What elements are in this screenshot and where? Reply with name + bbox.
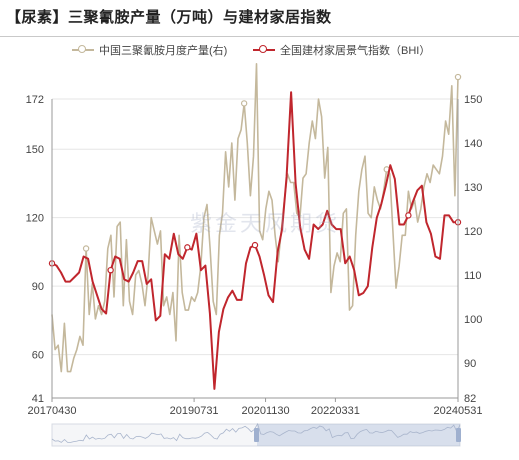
title-divider [0,36,519,37]
y-right-tick-label: 100 [464,314,482,326]
y-right-tick-label: 110 [464,270,482,282]
legend-item-production[interactable]: 中国三聚氰胺月度产量(右) [72,42,227,58]
x-tick-label: 20190731 [170,405,219,417]
series-point [82,245,90,252]
y-right-tick-label: 130 [464,182,482,194]
legend-swatch-production-icon [72,44,94,56]
series-line-0 [51,62,459,373]
y-left-tick-label: 60 [32,350,44,362]
y-left-tick-label: 90 [32,281,44,293]
y-right-tick-label: 120 [464,226,482,238]
x-tick-label: 20220331 [311,405,360,417]
grid [52,98,458,399]
legend-swatch-bhi-icon [253,44,275,56]
series-point [240,100,248,107]
series-point [107,266,114,274]
zoom-handle-left[interactable] [254,428,259,442]
y-left-tick-label: 41 [32,393,44,405]
x-tick-label: 20170430 [28,405,77,417]
legend-label-production: 中国三聚氰胺月度产量(右) [99,45,228,57]
x-tick-label: 20201130 [241,405,289,417]
chart-title: 【尿素】三聚氰胺产量（万吨）与建材家居指数 [6,8,332,26]
legend-item-bhi[interactable]: 全国建材家居景气指数（BHI） [253,42,430,58]
series-point [405,212,412,219]
x-tick-label: 20240531 [434,405,483,417]
y-right-tick-label: 150 [464,94,482,106]
series-point [454,73,462,81]
legend: 中国三聚氰胺月度产量(右) 全国建材家居景气指数（BHI） [0,42,519,60]
series-point [184,244,191,251]
y-right-tick-label: 140 [464,138,482,150]
legend-label-bhi: 全国建材家居景气指数（BHI） [280,45,431,57]
y-left-tick-label: 150 [26,144,44,156]
zoom-selection[interactable] [257,424,460,446]
data-zoom-slider[interactable] [51,422,461,447]
zoom-preview-line [51,422,461,443]
series-layer [48,62,462,390]
y-right-tick-label: 82 [464,393,476,405]
zoom-handle-right[interactable] [456,428,461,442]
y-left-tick-label: 120 [26,213,44,225]
y-left-tick-label: 172 [26,94,44,106]
series-point [251,241,259,249]
series-line-1 [51,91,458,390]
axes: 41 60 90 120 150 172 82 90 100 110 120 130 140 150 201… [26,94,483,417]
y-right-tick-label: 90 [464,358,476,370]
